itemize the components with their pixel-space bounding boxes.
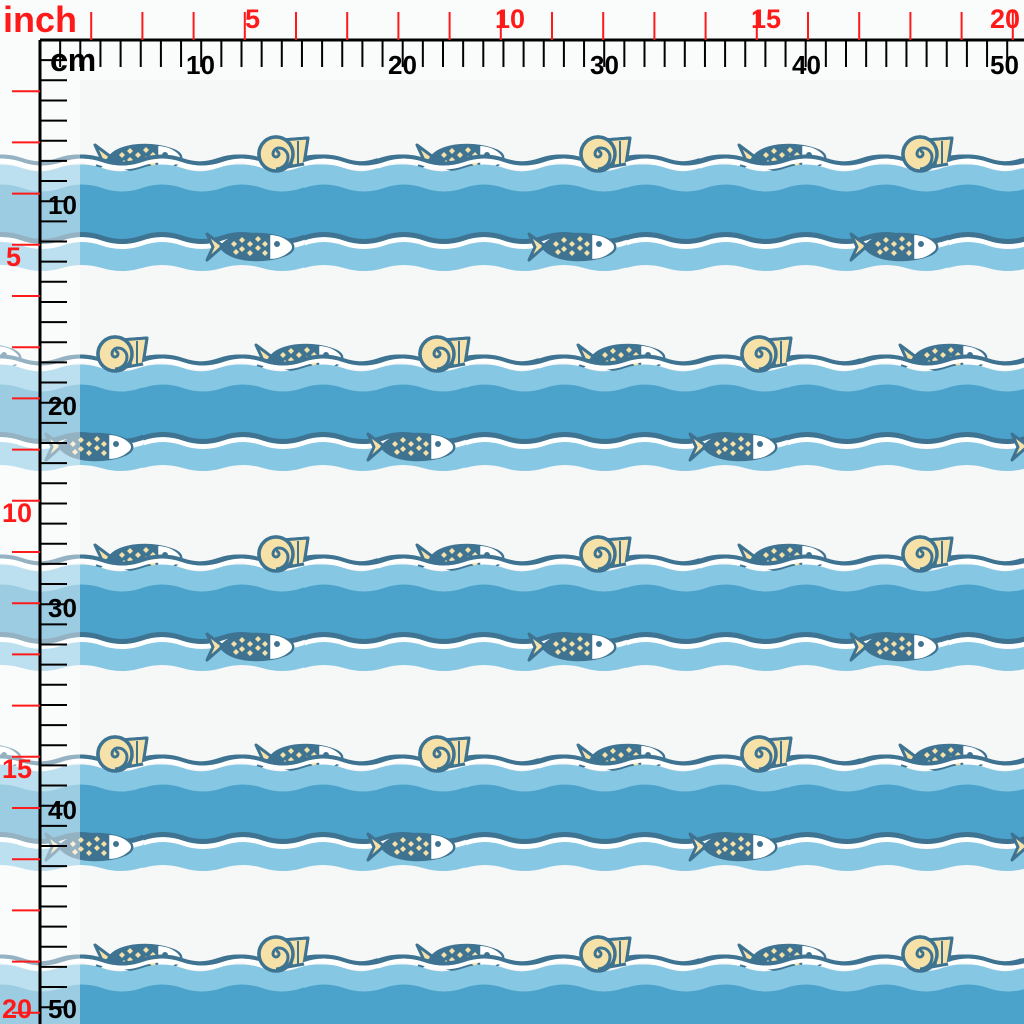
cm-unit-label: cm [50, 42, 97, 78]
inch-unit-label: inch [3, 0, 78, 40]
left-inch-label: 20 [2, 994, 33, 1024]
top-inch-label: 15 [751, 4, 782, 34]
top-cm-label: 20 [388, 50, 417, 80]
left-cm-label: 50 [48, 994, 77, 1024]
top-inch-label: 10 [495, 4, 526, 34]
left-cm-label: 40 [48, 795, 77, 825]
top-cm-label: 50 [990, 50, 1019, 80]
top-inch-label: 5 [245, 4, 261, 34]
left-cm-label: 20 [48, 391, 77, 421]
left-cm-label: 30 [48, 593, 77, 623]
left-cm-label: 10 [48, 190, 77, 220]
left-inch-label: 5 [6, 242, 22, 272]
top-cm-label: 30 [590, 50, 619, 80]
left-inch-label: 10 [2, 498, 33, 528]
left-inch-label: 15 [2, 754, 33, 784]
top-inch-label: 20 [990, 4, 1021, 34]
top-cm-label: 40 [792, 50, 821, 80]
top-cm-label: 10 [186, 50, 215, 80]
